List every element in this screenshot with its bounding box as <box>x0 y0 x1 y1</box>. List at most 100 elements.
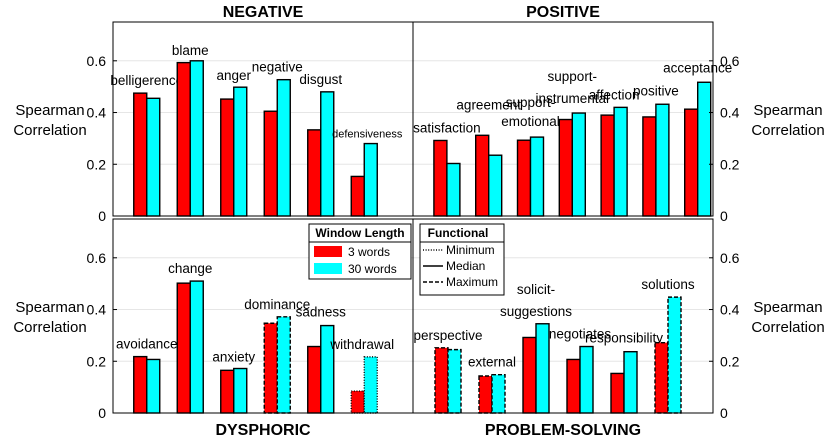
bar-negotiates-series1 <box>566 358 581 414</box>
legend-functional: Functional Minimum Median Maximum <box>419 223 505 296</box>
y-tick-label: 0.4 <box>87 302 107 318</box>
category-label-solutions: solutions <box>641 277 695 292</box>
legend-entry-minimum: Minimum <box>446 243 495 257</box>
legend-entry-series2: 30 words <box>348 262 397 276</box>
category-label-negotiates: negotiates <box>549 327 612 342</box>
y-tick-label: 0.2 <box>720 156 740 172</box>
bar-change-series1 <box>176 282 191 414</box>
category-label-blame: blame <box>172 43 209 58</box>
bar-blame-series2 <box>189 60 204 217</box>
bar-withdrawal-series1 <box>350 390 365 414</box>
bar-agreement-series1 <box>475 134 490 217</box>
y-tick-label: 0.6 <box>87 250 107 266</box>
bar-perspective-series2 <box>447 348 462 414</box>
bar-negotiates-series2 <box>579 345 594 414</box>
legend-title: Functional <box>428 226 489 240</box>
bar-withdrawal-series2 <box>363 356 378 414</box>
panel-problem-solving: perspective external solicit-suggestions ne… <box>412 218 825 439</box>
category-label-acceptance: acceptance <box>663 60 732 75</box>
category-label-belligerence: belligerence <box>110 73 183 88</box>
bar-avoidance-series1 <box>133 355 148 414</box>
y-tick-label: 0.2 <box>87 156 107 172</box>
bar-agreement-series2 <box>488 154 503 217</box>
bar-positive-series2 <box>655 103 670 217</box>
bar-avoidance-series2 <box>146 358 161 414</box>
bar-acceptance-series2 <box>697 81 712 217</box>
category-label-avoidance: avoidance <box>116 337 178 352</box>
bar-affection-series2 <box>613 106 628 217</box>
bar-support-emotional-series1 <box>516 139 532 217</box>
y-tick-label: 0 <box>720 208 728 224</box>
panel-title: POSITIVE <box>526 4 600 21</box>
panel-title: PROBLEM-SOLVING <box>485 422 641 436</box>
y-axis-label-line2: Correlation <box>751 122 824 139</box>
category-label-anxiety: anxiety <box>212 350 255 365</box>
bar-disgust-series1 <box>307 129 322 217</box>
bar-disgust-series2 <box>320 91 335 217</box>
category-label-solicit-suggestions: solicit- <box>517 282 555 297</box>
category-label-disgust: disgust <box>299 72 342 87</box>
bar-belligerence-series2 <box>146 97 161 217</box>
y-axis-label-line2: Correlation <box>751 319 824 336</box>
legend-box <box>419 223 505 296</box>
category-label-sadness: sadness <box>296 305 347 320</box>
bar-defensiveness-series2 <box>363 142 378 217</box>
y-tick-label: 0.2 <box>720 353 740 369</box>
bar-responsibility-series2 <box>623 350 638 414</box>
bar-solutions-series1 <box>654 341 669 414</box>
bar-sadness-series1 <box>307 345 322 414</box>
bar-external-series2 <box>491 374 506 414</box>
legend-entry-median: Median <box>446 259 485 273</box>
y-axis-label-line2: Correlation <box>13 122 86 139</box>
category-label-satisfaction: satisfaction <box>413 120 481 135</box>
bar-negative-series1 <box>263 110 278 217</box>
bar-affection-series1 <box>600 114 615 217</box>
bar-dominance-series2 <box>276 316 291 414</box>
bar-change-series2 <box>189 280 204 414</box>
legend-swatch-series1 <box>314 246 342 257</box>
category-label-anger: anger <box>216 68 251 83</box>
category-label-agreement: agreement <box>456 97 521 112</box>
bar-satisfaction-series2 <box>446 162 461 217</box>
legend-swatch-series2 <box>314 263 342 274</box>
category-label-support-emotional-line2: emotional <box>501 114 560 129</box>
panel-title: NEGATIVE <box>223 4 304 21</box>
bar-belligerence-series1 <box>133 92 148 217</box>
y-tick-label: 0.4 <box>720 105 740 121</box>
category-label-dominance: dominance <box>244 297 310 312</box>
category-label-support-emotional: support- <box>506 95 556 110</box>
y-axis-label: Spearman <box>15 299 84 316</box>
legend-entry-maximum: Maximum <box>446 275 498 289</box>
category-label-solicit-suggestions-line2: suggestions <box>500 304 572 319</box>
legend-title: Window Length <box>315 226 404 240</box>
y-tick-label: 0.2 <box>87 353 107 369</box>
bar-anxiety-series1 <box>220 369 235 414</box>
y-axis-label: Spearman <box>753 299 822 316</box>
y-tick-label: 0.6 <box>87 53 107 69</box>
y-tick-label: 0.6 <box>720 250 740 266</box>
category-label-external: external <box>468 355 516 370</box>
panel-positive: satisfactionagreementsupport-emotionalsu… <box>412 4 825 224</box>
bar-anger-series1 <box>220 98 235 217</box>
bar-responsibility-series1 <box>610 372 625 414</box>
category-label-responsibility: responsibility <box>585 331 663 346</box>
bar-satisfaction-series1 <box>433 139 448 217</box>
category-label-affection: affection <box>589 87 640 102</box>
y-tick-label: 0 <box>98 208 106 224</box>
panel-frame <box>412 21 714 217</box>
bar-support-instrumental-series1 <box>558 118 573 217</box>
legend-entry-series1: 3 words <box>348 245 390 259</box>
bar-support-instrumental-series2 <box>571 112 586 217</box>
bar-solutions-series2 <box>667 296 682 414</box>
y-tick-label: 0.6 <box>720 53 740 69</box>
panel-title: DYSPHORIC <box>215 422 311 436</box>
bar-negative-series2 <box>276 78 291 217</box>
y-tick-label: 0.4 <box>87 105 107 121</box>
category-label-support-instrumental: support- <box>548 69 598 84</box>
y-axis-label-line2: Correlation <box>13 319 86 336</box>
bar-external-series1 <box>478 375 493 414</box>
